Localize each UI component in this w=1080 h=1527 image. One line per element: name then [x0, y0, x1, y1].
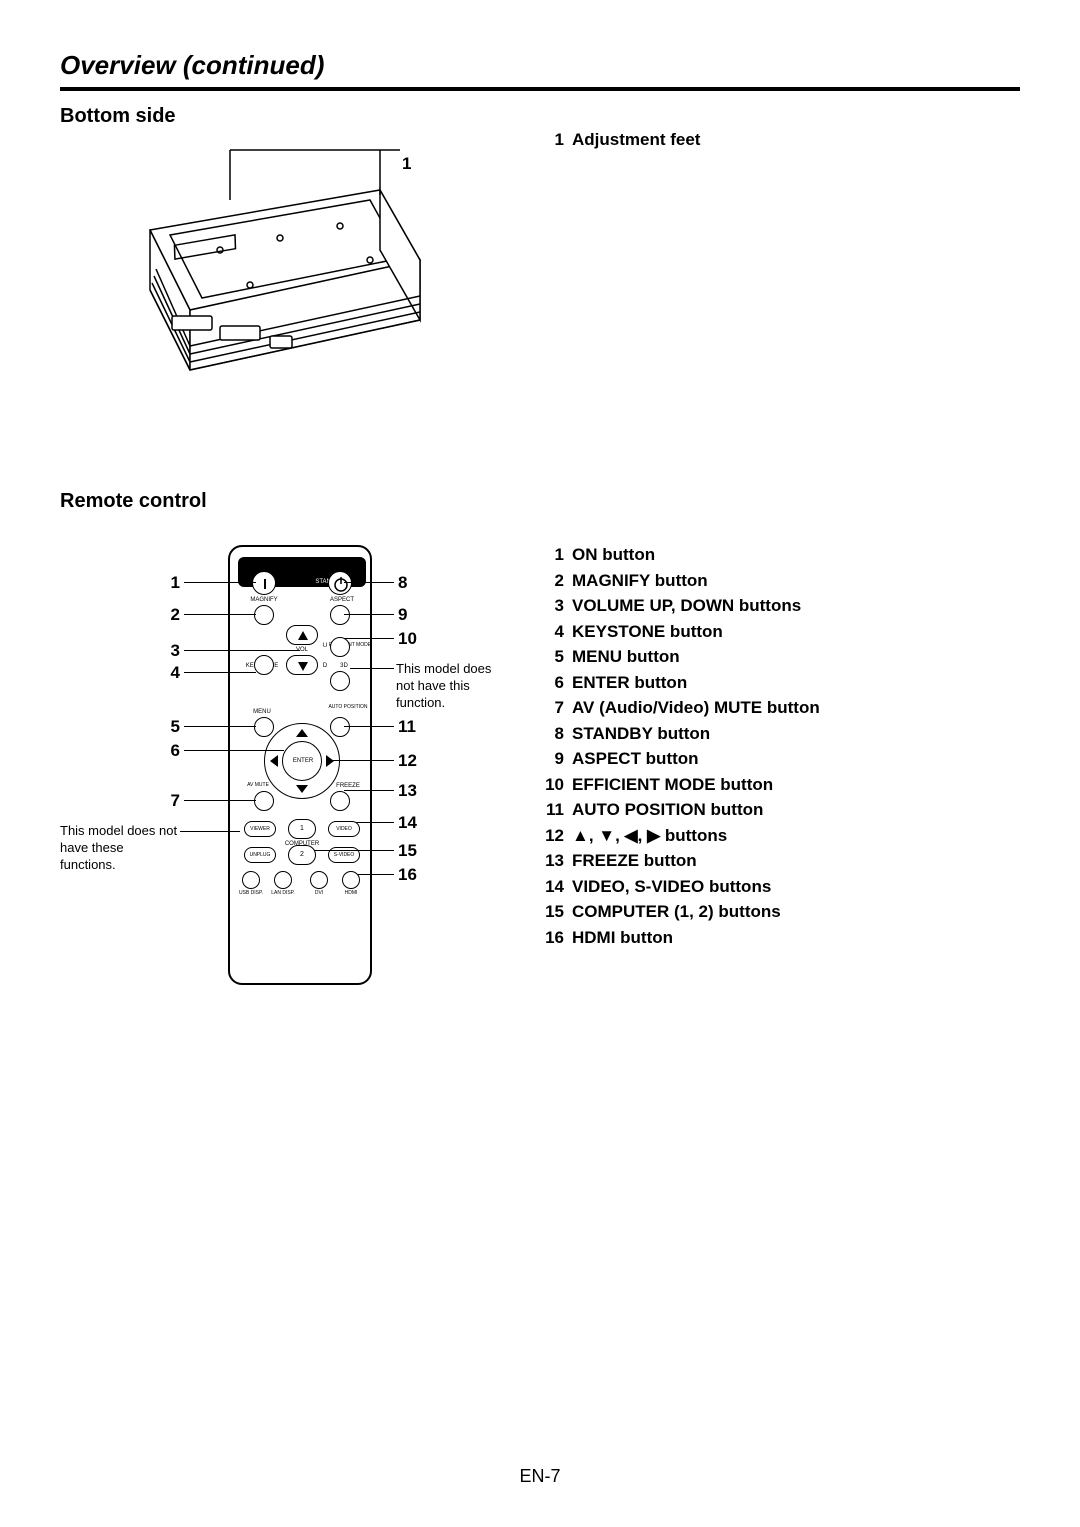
remote-heading: Remote control — [60, 490, 520, 513]
legend-row: 9ASPECT button — [540, 746, 1020, 772]
3d-button — [330, 671, 350, 691]
co-r-13: 13 — [398, 781, 417, 801]
bottom-side-section: Bottom side — [60, 105, 1020, 460]
magnify-button — [254, 605, 274, 625]
legend-row: 8STANDBY button — [540, 721, 1020, 747]
on-button — [252, 571, 276, 595]
co-r-14: 14 — [398, 813, 417, 833]
magnify-label: MAGNIFY — [244, 597, 284, 603]
video-button: VIDEO — [328, 821, 360, 837]
legend-row: 12▲, ▼, ◀, ▶ buttons — [540, 823, 1020, 849]
eff-button — [330, 637, 350, 657]
legend-text: Adjustment feet — [572, 127, 1020, 153]
remote-diagram: ON STANDBY MAGNIFY ASPECT VOL U EFFICIE — [80, 525, 480, 1025]
avmute-button — [254, 791, 274, 811]
keystone-button — [254, 655, 274, 675]
co-l-4: 4 — [160, 663, 180, 683]
legend-row: 14VIDEO, S-VIDEO buttons — [540, 874, 1020, 900]
co-r-16: 16 — [398, 865, 417, 885]
co-r-9: 9 — [398, 605, 407, 625]
legend-row: 15COMPUTER (1, 2) buttons — [540, 899, 1020, 925]
menu-label: MENU — [246, 709, 278, 715]
co-r-12: 12 — [398, 751, 417, 771]
bottom-heading: Bottom side — [60, 105, 520, 128]
legend-row: 2MAGNIFY button — [540, 568, 1020, 594]
note-right: This model does not have this function. — [396, 661, 506, 712]
viewer-button: VIEWER — [244, 821, 276, 837]
bottom-legend-row: 1 Adjustment feet — [540, 127, 1020, 153]
unplug-button: UNPLUG — [244, 847, 276, 863]
legend-row: 4KEYSTONE button — [540, 619, 1020, 645]
co-l-2: 2 — [160, 605, 180, 625]
comp1-button: 1 — [288, 819, 316, 839]
auto-label: AUTO POSITION — [326, 705, 370, 710]
freeze-label: FREEZE — [330, 783, 366, 789]
legend-row: 3VOLUME UP, DOWN buttons — [540, 593, 1020, 619]
hdmi-label: HDMI — [336, 891, 366, 896]
note-left: This model does not have these functions… — [60, 823, 180, 874]
dpad-arrows — [264, 723, 340, 799]
legend-row: 1ON button — [540, 542, 1020, 568]
remote-section: Remote control ON STANDBY MAGNIFY ASPECT — [60, 490, 1020, 1025]
remote-body: ON STANDBY MAGNIFY ASPECT VOL U EFFICIE — [228, 545, 372, 985]
co-r-8: 8 — [398, 573, 407, 593]
dvi-label: DVI — [306, 891, 332, 896]
page-title: Overview (continued) — [60, 50, 1020, 81]
aspect-button — [330, 605, 350, 625]
usb-button — [242, 871, 260, 889]
d-label: D — [320, 663, 330, 669]
vol-up-button — [286, 625, 318, 645]
usb-label: USB DISP. — [234, 891, 268, 896]
legend-row: 13FREEZE button — [540, 848, 1020, 874]
legend-row: 7AV (Audio/Video) MUTE button — [540, 695, 1020, 721]
page-number: EN-7 — [0, 1466, 1080, 1487]
co-l-6: 6 — [160, 741, 180, 761]
co-l-5: 5 — [160, 717, 180, 737]
freeze-button — [330, 791, 350, 811]
comp2-button: 2 — [288, 845, 316, 865]
lan-button — [274, 871, 292, 889]
legend-row: 6ENTER button — [540, 670, 1020, 696]
co-l-1: 1 — [160, 573, 180, 593]
legend-row: 11AUTO POSITION button — [540, 797, 1020, 823]
legend-row: 16HDMI button — [540, 925, 1020, 951]
legend-num: 1 — [540, 127, 572, 153]
co-r-15: 15 — [398, 841, 417, 861]
co-r-10: 10 — [398, 629, 417, 649]
bottom-callout-1: 1 — [402, 154, 411, 174]
aspect-label: ASPECT — [322, 597, 362, 603]
vol-down-button — [286, 655, 318, 675]
avmute-label: AV MUTE — [242, 783, 274, 788]
co-r-11: 11 — [398, 717, 416, 737]
horizontal-rule — [60, 87, 1020, 91]
legend-row: 5MENU button — [540, 644, 1020, 670]
projector-svg — [120, 140, 460, 420]
legend-row: 10EFFICIENT MODE button — [540, 772, 1020, 798]
manual-page: Overview (continued) Bottom side — [0, 0, 1080, 1527]
co-l-3: 3 — [160, 641, 180, 661]
dvi-button — [310, 871, 328, 889]
lan-label: LAN DISP. — [266, 891, 300, 896]
co-l-7: 7 — [160, 791, 180, 811]
projector-diagram: 1 — [120, 140, 460, 420]
standby-button — [328, 571, 352, 595]
